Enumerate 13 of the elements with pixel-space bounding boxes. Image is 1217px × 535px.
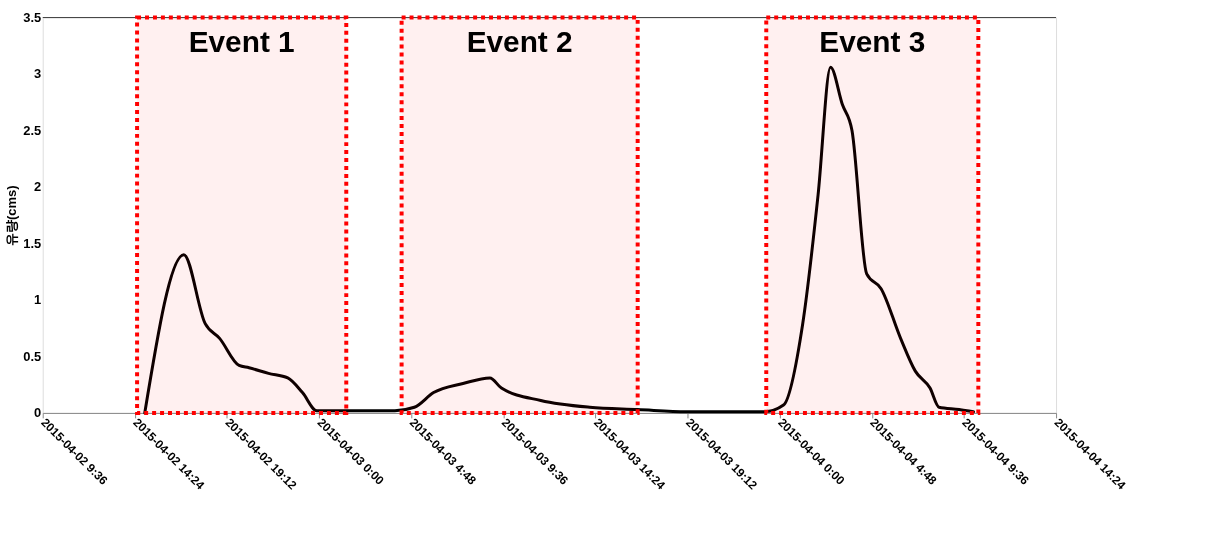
y-tick-label: 2	[34, 179, 42, 195]
y-tick-label: 1.5	[23, 235, 42, 251]
y-tick-label: 3	[34, 66, 42, 82]
band-label: Event 2	[466, 25, 573, 59]
y-tick-label: 0	[34, 405, 42, 421]
y-tick-label: 3.5	[23, 9, 42, 25]
line-series	[143, 65, 976, 415]
band-label: Event 1	[188, 25, 295, 59]
y-axis-title: 유량(cms)	[4, 185, 20, 246]
y-tick-label: 1	[34, 292, 42, 308]
y-tick-label: 0.5	[23, 348, 42, 364]
band-label: Event 3	[819, 25, 926, 59]
y-tick-label: 2.5	[23, 122, 42, 138]
